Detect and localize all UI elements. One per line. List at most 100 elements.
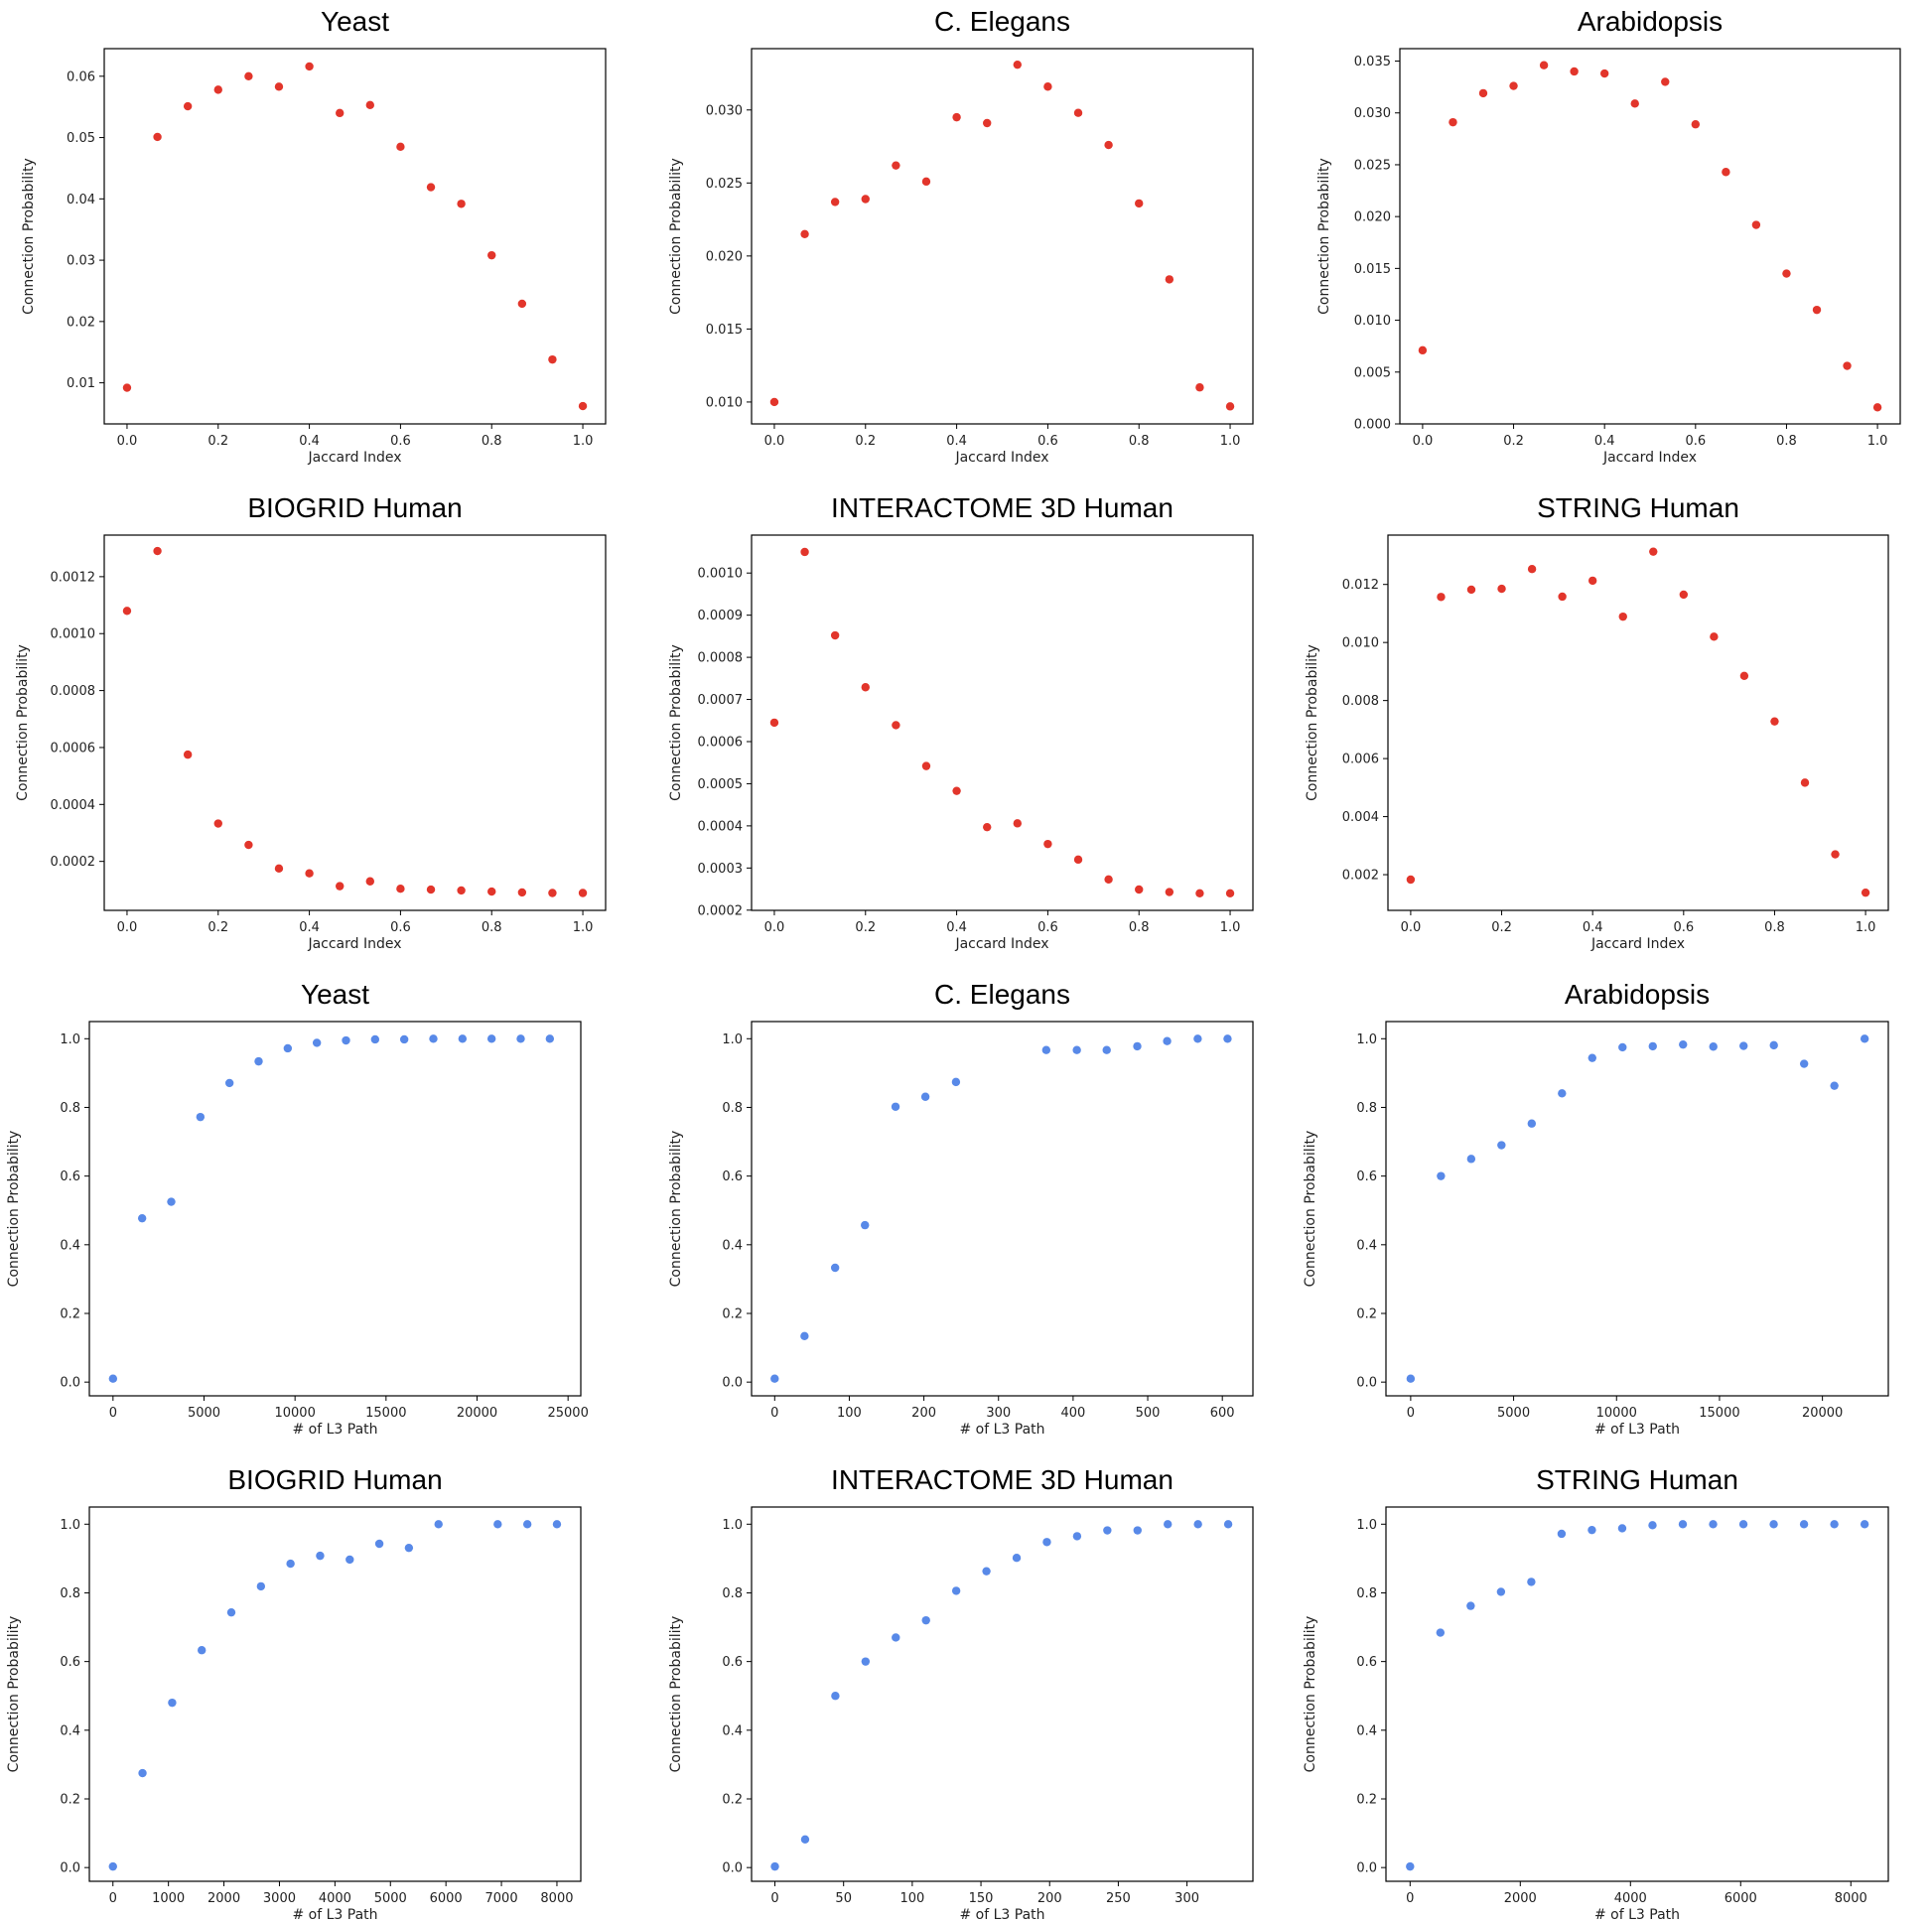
data-point [1072,1045,1081,1054]
data-point [1043,82,1052,91]
data-point [1722,168,1730,177]
x-axis-label: Jaccard Index [1602,450,1697,466]
data-point [892,1633,900,1642]
data-point [336,108,345,118]
data-point [1738,1520,1748,1529]
data-point [183,101,193,111]
data-point [1630,99,1639,108]
data-point [1799,1059,1809,1068]
data-point [1012,1553,1022,1563]
data-point [487,250,496,260]
data-point [1496,1587,1506,1596]
data-point [305,62,314,71]
data-point [122,607,132,616]
data-point [487,887,496,896]
data-point [345,1555,354,1565]
plot-frame [1385,1506,1889,1882]
y-axis-label: Connection Probability [1303,1131,1318,1288]
chart-title: STRING Human [1537,492,1739,523]
data-point [374,1539,384,1549]
data-point [1406,1861,1415,1871]
x-tick-label: 0 [770,1406,778,1421]
chart-title: Yeast [321,6,389,37]
data-point [1193,1520,1202,1529]
y-tick-label: 0.2 [60,1792,80,1807]
data-point [183,750,193,759]
data-point [1599,69,1609,78]
data-point [770,1374,779,1383]
data-point [1679,590,1689,600]
x-tick-label: 100 [899,1891,924,1906]
data-point [196,1112,206,1122]
x-tick-label: 300 [986,1406,1011,1421]
y-axis-label: Connection Probability [6,1616,22,1773]
y-axis-label: Connection Probability [21,158,37,315]
data-point [1799,1520,1809,1529]
y-tick-label: 0.6 [60,1169,80,1184]
plot-frame [751,48,1254,425]
x-tick-label: 6000 [1725,1891,1757,1906]
chart-title: STRING Human [1536,1464,1738,1495]
data-point [1739,671,1749,680]
data-point [770,1861,779,1871]
y-tick-label: 0.015 [706,323,743,338]
plot-frame [103,534,607,911]
y-tick-label: 1.0 [722,1032,743,1047]
x-tick-label: 0.6 [1673,920,1694,935]
x-tick-label: 1.0 [1856,920,1876,935]
x-tick-label: 50 [835,1891,852,1906]
y-axis-label: Connection Probability [6,1131,22,1288]
x-tick-label: 0.4 [1583,920,1603,935]
data-point [1649,547,1658,556]
data-point [920,1092,930,1101]
data-point [486,1034,496,1043]
x-tick-label: 0 [770,1891,778,1906]
data-point [283,1043,293,1053]
panel-biogrid-human-l3: BIOGRID Human 0 1000 2000 3000 4000 5000 6000 70… [6,1464,582,1922]
plot-frame [1385,1021,1889,1397]
data-point [800,1835,810,1845]
y-axis-label: Connection Probability [1305,644,1320,801]
data-point [1225,402,1235,411]
data-point [1043,839,1052,849]
x-tick-label: 0.2 [1503,434,1524,449]
y-axis-label: Connection Probability [15,644,31,801]
data-point [254,1056,263,1066]
x-axis-label: # of L3 Path [1594,1907,1680,1922]
data-point [1165,275,1174,284]
y-tick-label: 0.0005 [698,777,744,792]
data-point [982,1567,991,1576]
x-tick-label: 0.6 [1685,434,1706,449]
chart-title: Yeast [301,979,369,1010]
data-point [1830,1081,1839,1090]
data-point [286,1559,295,1569]
data-point [1225,889,1235,898]
plot-frame [1399,48,1901,425]
data-point [517,299,527,309]
panel-yeast-l3: Yeast 0 5000 10000 15000 20000 25000 0.0 0.2 0.4 0… [6,979,589,1438]
y-tick-label: 0.01 [67,376,95,391]
x-axis-label: Jaccard Index [954,936,1048,952]
y-tick-label: 0.008 [1342,694,1379,709]
panel-biogrid-human-jaccard: BIOGRID Human 0.0 0.2 0.4 0.6 0.8 1.0 0.0002 0.0… [15,492,607,952]
x-tick-label: 1.0 [1220,434,1241,449]
data-point [1013,819,1022,828]
y-tick-label: 0.6 [1356,1655,1377,1670]
x-tick-label: 5000 [1497,1406,1530,1421]
x-tick-label: 0.0 [1401,920,1422,935]
y-tick-label: 0.0002 [698,903,744,918]
y-tick-label: 0.06 [67,69,95,84]
x-axis-label: Jaccard Index [307,936,401,952]
y-tick-label: 0.002 [1342,869,1379,884]
data-point [274,864,284,874]
x-tick-label: 0 [109,1406,117,1421]
data-point [983,822,992,832]
data-point [1872,403,1882,412]
data-point [1527,1578,1536,1586]
y-tick-label: 0.0004 [51,798,96,813]
data-point [244,71,253,80]
x-tick-label: 0 [109,1891,117,1906]
x-tick-label: 0.4 [299,920,320,935]
data-point [1617,1524,1627,1533]
chart-title: C. Elegans [934,979,1070,1010]
